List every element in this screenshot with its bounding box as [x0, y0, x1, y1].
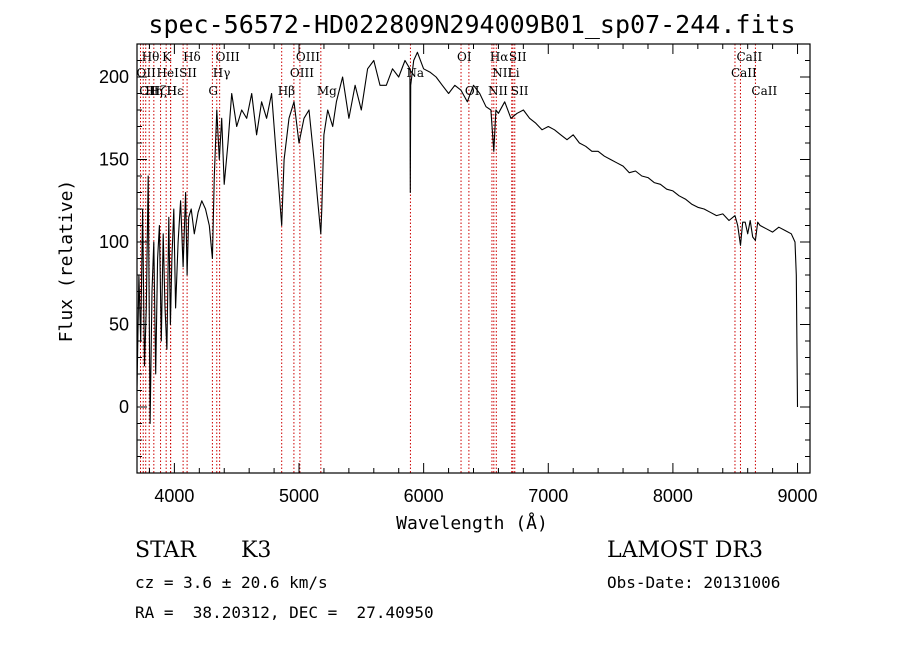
spectral-line-label-17: Mg: [317, 84, 337, 98]
spectral-line-label-7: H: [167, 84, 177, 98]
spectral-line-label-0: OII: [136, 66, 156, 80]
plot-frame: [136, 43, 811, 474]
chart-title: spec-56572-HD022809N294009B01_sp07-244.f…: [148, 10, 795, 39]
spectral-line-label-18: Na: [406, 66, 424, 80]
spectral-line-label-25: SII: [509, 50, 527, 64]
object-type: STAR: [135, 538, 196, 563]
spectral-line-label-24: Li: [508, 66, 520, 80]
y-tick-label-200: 200: [99, 67, 129, 87]
spectral-line-label-26: SII: [511, 84, 529, 98]
spectral-line-label-21: NII: [488, 84, 508, 98]
spectral-line-label-19: OI: [457, 50, 472, 64]
spectral-line-label-9: SII: [179, 66, 197, 80]
spectral-line-label-12: Hγ: [213, 66, 231, 80]
spectral-line-label-20: OI: [465, 84, 480, 98]
spectral-line-label-6: K: [162, 50, 172, 64]
spectral-line-label-10: Hδ: [183, 50, 201, 64]
spectral-line-label-4: Hζ: [150, 84, 167, 98]
spectral-line-label-23: NII: [492, 66, 512, 80]
coordinates-text: RA = 38.20312, DEC = 27.40950: [135, 603, 434, 622]
spectrum-series-0: [136, 51, 799, 425]
survey-name: LAMOST DR3: [607, 538, 763, 563]
spectral-line-label-27: CaII: [731, 66, 757, 80]
spectral-line-label-1: OII: [139, 84, 159, 98]
y-tick-label-100: 100: [99, 232, 129, 252]
spectral-line-label-13: OIII: [216, 50, 240, 64]
spectral-line-label-16: OIII: [296, 50, 320, 64]
y-axis-title: Flux (relative): [56, 180, 77, 343]
x-tick-label-7000: 7000: [528, 486, 568, 506]
spectral-line-label-28: CaII: [736, 50, 762, 64]
x-axis-title: Wavelength (Å): [396, 512, 548, 534]
spectral-line-label-5: HeI: [157, 66, 180, 80]
redshift-text: cz = 3.6 ± 20.6 km/s: [135, 573, 328, 592]
spectral-line-label-22: Hα: [490, 50, 509, 64]
spectral-line-label-2: Hθ: [142, 50, 160, 64]
x-tick-label-4000: 4000: [154, 486, 194, 506]
spectral-line-label-29: CaII: [751, 84, 777, 98]
y-tick-label-50: 50: [109, 315, 129, 335]
x-tick-label-8000: 8000: [653, 486, 693, 506]
x-tick-label-5000: 5000: [279, 486, 319, 506]
spectral-line-label-14: Hβ: [278, 84, 295, 98]
spectral-line-label-8: Hε: [167, 84, 184, 98]
spectral-line-label-3: Hη: [145, 84, 163, 98]
observation-date: Obs-Date: 20131006: [607, 573, 781, 592]
y-tick-label-0: 0: [119, 397, 129, 417]
x-tick-label-9000: 9000: [778, 486, 818, 506]
y-tick-label-150: 150: [99, 150, 129, 170]
spectral-line-label-15: OIII: [290, 66, 314, 80]
spectral-line-label-11: G: [208, 84, 218, 98]
spectral-subclass: K3: [241, 538, 272, 563]
x-tick-label-6000: 6000: [404, 486, 444, 506]
